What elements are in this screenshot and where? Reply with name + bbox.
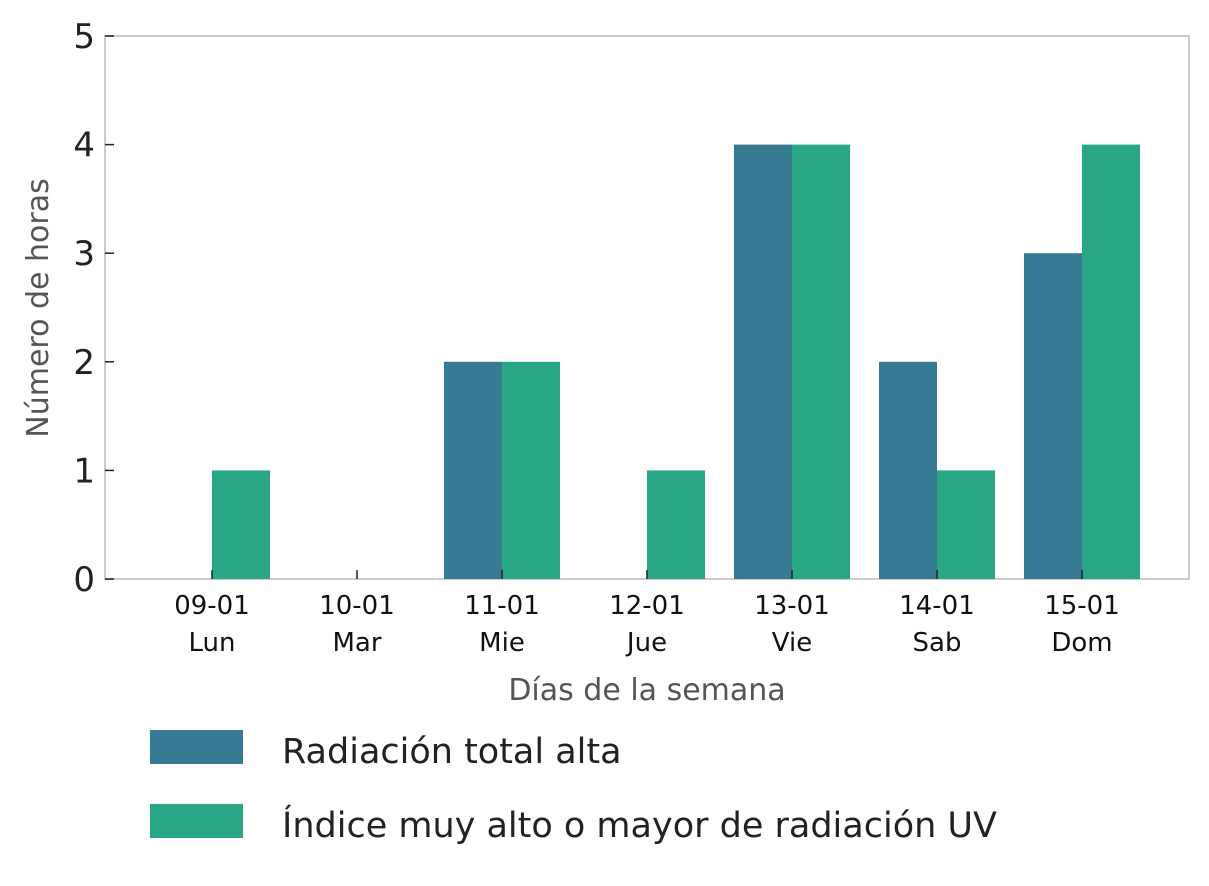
x-tick-label-date-11-01: 11-01 (464, 591, 540, 621)
x-axis-ticks: 09-01 Lun 10-01 Mar 11-01 Mie 12-01 Jue 13-01 Vie… (174, 570, 1120, 658)
y-tick-label-4: 4 (73, 126, 95, 166)
bar-indice-uv-09-01 (212, 470, 270, 579)
y-tick-label-3: 3 (73, 234, 95, 274)
bar-indice-uv-11-01 (502, 361, 560, 579)
legend-swatch-radiacion-total (150, 730, 243, 764)
x-axis-label: Días de la semana (508, 673, 785, 708)
bar-radiacion-total-13-01 (734, 144, 792, 579)
x-tick-label-day-Mar: Mar (332, 628, 381, 658)
legend-swatch-indice-uv (150, 804, 243, 838)
x-tick-label-date-15-01: 15-01 (1044, 591, 1120, 621)
legend-label-indice-uv: Índice muy alto o mayor de radiación UV (282, 804, 997, 846)
x-tick-label-date-10-01: 10-01 (319, 591, 395, 621)
bar-indice-uv-12-01 (647, 470, 705, 579)
legend-label-radiacion-total: Radiación total alta (282, 732, 622, 772)
x-tick-label-day-Jue: Jue (625, 628, 667, 658)
bars-layer (212, 144, 1140, 579)
y-axis-ticks: 0 1 2 3 4 5 (73, 17, 114, 600)
x-tick-label-day-Vie: Vie (772, 628, 812, 658)
x-tick-label-date-14-01: 14-01 (899, 591, 975, 621)
bar-radiacion-total-11-01 (444, 361, 502, 579)
x-tick-label-date-09-01: 09-01 (174, 591, 250, 621)
legend: Radiación total alta Índice muy alto o m… (150, 730, 997, 846)
x-tick-label-date-13-01: 13-01 (754, 591, 830, 621)
y-tick-label-1: 1 (73, 451, 95, 491)
x-tick-label-day-Mie: Mie (479, 628, 525, 658)
bar-radiacion-total-15-01 (1024, 253, 1082, 579)
x-tick-label-day-Lun: Lun (189, 628, 236, 658)
bar-radiacion-total-14-01 (879, 361, 937, 579)
y-axis-label: Número de horas (21, 178, 56, 437)
y-tick-label-5: 5 (73, 17, 95, 57)
y-tick-label-0: 0 (73, 560, 95, 600)
bar-indice-uv-13-01 (792, 144, 850, 579)
x-tick-label-day-Sab: Sab (913, 628, 962, 658)
bar-indice-uv-14-01 (937, 470, 995, 579)
bar-indice-uv-15-01 (1082, 144, 1140, 579)
x-tick-label-date-12-01: 12-01 (609, 591, 685, 621)
x-tick-label-day-Dom: Dom (1051, 628, 1112, 658)
y-tick-label-2: 2 (73, 343, 95, 383)
